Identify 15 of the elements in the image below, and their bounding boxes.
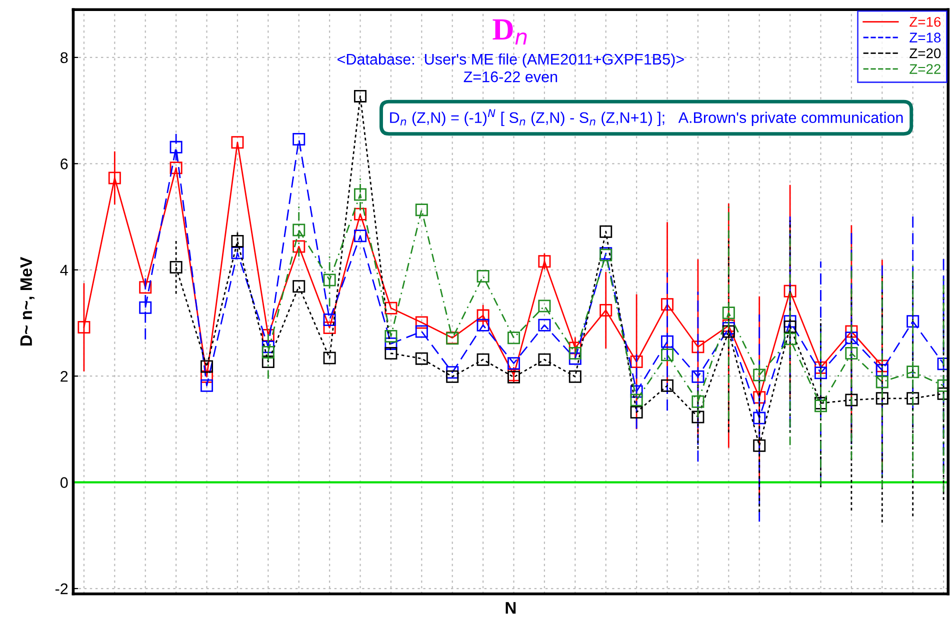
chart-title: D$_{n}$ <box>492 19 527 44</box>
legend-label: Z=22 <box>910 64 941 74</box>
y-tick-label: 8 <box>60 52 68 64</box>
x-axis-title: N <box>506 602 516 614</box>
y-tick-label: 2 <box>60 370 68 382</box>
legend-label: Z=16 <box>910 16 941 27</box>
legend-label: Z=18 <box>910 32 941 42</box>
text: D$_{n}$ (Z,N) = (-1)$^{N}$ [ S$_{n}$ (Z,N) - S$_{n}$ (Z,N+1) ]; A.Brown's private communication <box>390 109 903 126</box>
legend-label: Z=20 <box>910 48 941 58</box>
y-tick-label: -2 <box>55 583 68 594</box>
y-tick-label: 6 <box>60 158 68 170</box>
y-axis-title: D~ n~, MeV <box>20 256 34 346</box>
y-tick-label: 4 <box>60 264 68 276</box>
text: <Database: User's ME file (AME2011+GXPF1B5)> Z=16-22 even <box>338 53 684 82</box>
y-tick-label: 0 <box>60 477 68 488</box>
